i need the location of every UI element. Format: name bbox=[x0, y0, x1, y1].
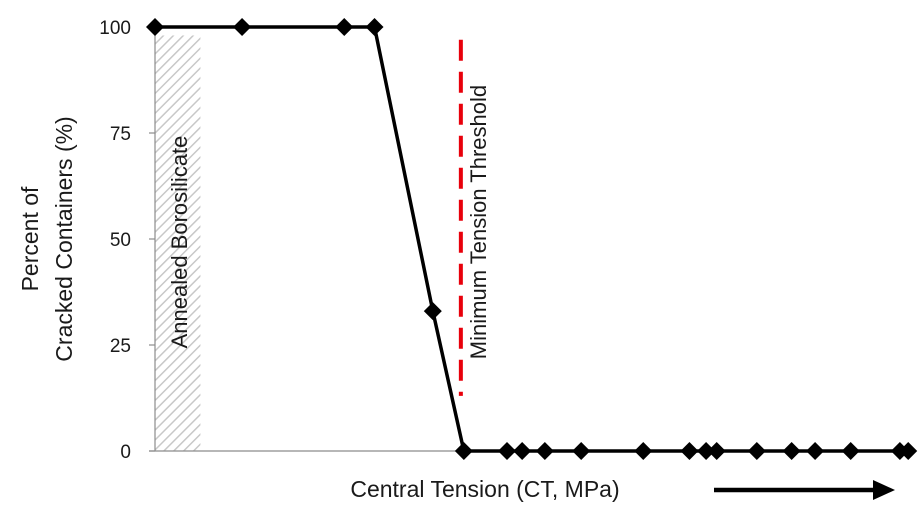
data-point-8 bbox=[535, 442, 554, 460]
data-point-14 bbox=[747, 442, 766, 460]
data-point-19 bbox=[899, 442, 918, 460]
data-point-4 bbox=[423, 302, 442, 321]
increasing-x-arrow-icon bbox=[714, 480, 895, 500]
annealed-borosilicate-region bbox=[155, 35, 201, 451]
y-tick-label-50: 50 bbox=[110, 230, 131, 251]
y-axis-ticks bbox=[149, 26, 155, 452]
data-point-1 bbox=[233, 18, 252, 36]
data-point-16 bbox=[806, 442, 825, 460]
y-axis-title-line-1: Percent of bbox=[17, 186, 43, 291]
y-tick-label-0: 0 bbox=[120, 442, 131, 463]
y-tick-label-75: 75 bbox=[110, 124, 131, 145]
data-point-15 bbox=[782, 442, 801, 460]
y-axis-title-line-2: Cracked Containers (%) bbox=[51, 116, 77, 361]
data-point-10 bbox=[634, 442, 653, 460]
data-point-11 bbox=[680, 442, 699, 460]
y-tick-label-25: 25 bbox=[110, 336, 131, 357]
series-line bbox=[155, 25, 909, 453]
minimum-tension-threshold-label: Minimum Tension Threshold bbox=[466, 85, 491, 359]
data-point-7 bbox=[513, 442, 532, 460]
data-point-9 bbox=[572, 442, 591, 460]
data-point-6 bbox=[498, 442, 517, 460]
data-point-2 bbox=[335, 18, 354, 36]
annealed-borosilicate-label: Annealed Borosilicate bbox=[167, 136, 192, 349]
y-tick-label-100: 100 bbox=[99, 18, 131, 39]
y-axis-tick-labels: 0 25 50 75 100 bbox=[99, 18, 131, 463]
arrow-head bbox=[873, 480, 895, 500]
data-point-12 bbox=[697, 442, 716, 460]
data-point-13 bbox=[707, 442, 726, 460]
series-markers bbox=[146, 18, 918, 460]
x-axis-title: Central Tension (CT, MPa) bbox=[350, 476, 619, 502]
data-point-17 bbox=[841, 442, 860, 460]
data-point-0 bbox=[146, 18, 164, 36]
data-point-5 bbox=[454, 442, 473, 460]
data-point-3 bbox=[365, 18, 384, 36]
